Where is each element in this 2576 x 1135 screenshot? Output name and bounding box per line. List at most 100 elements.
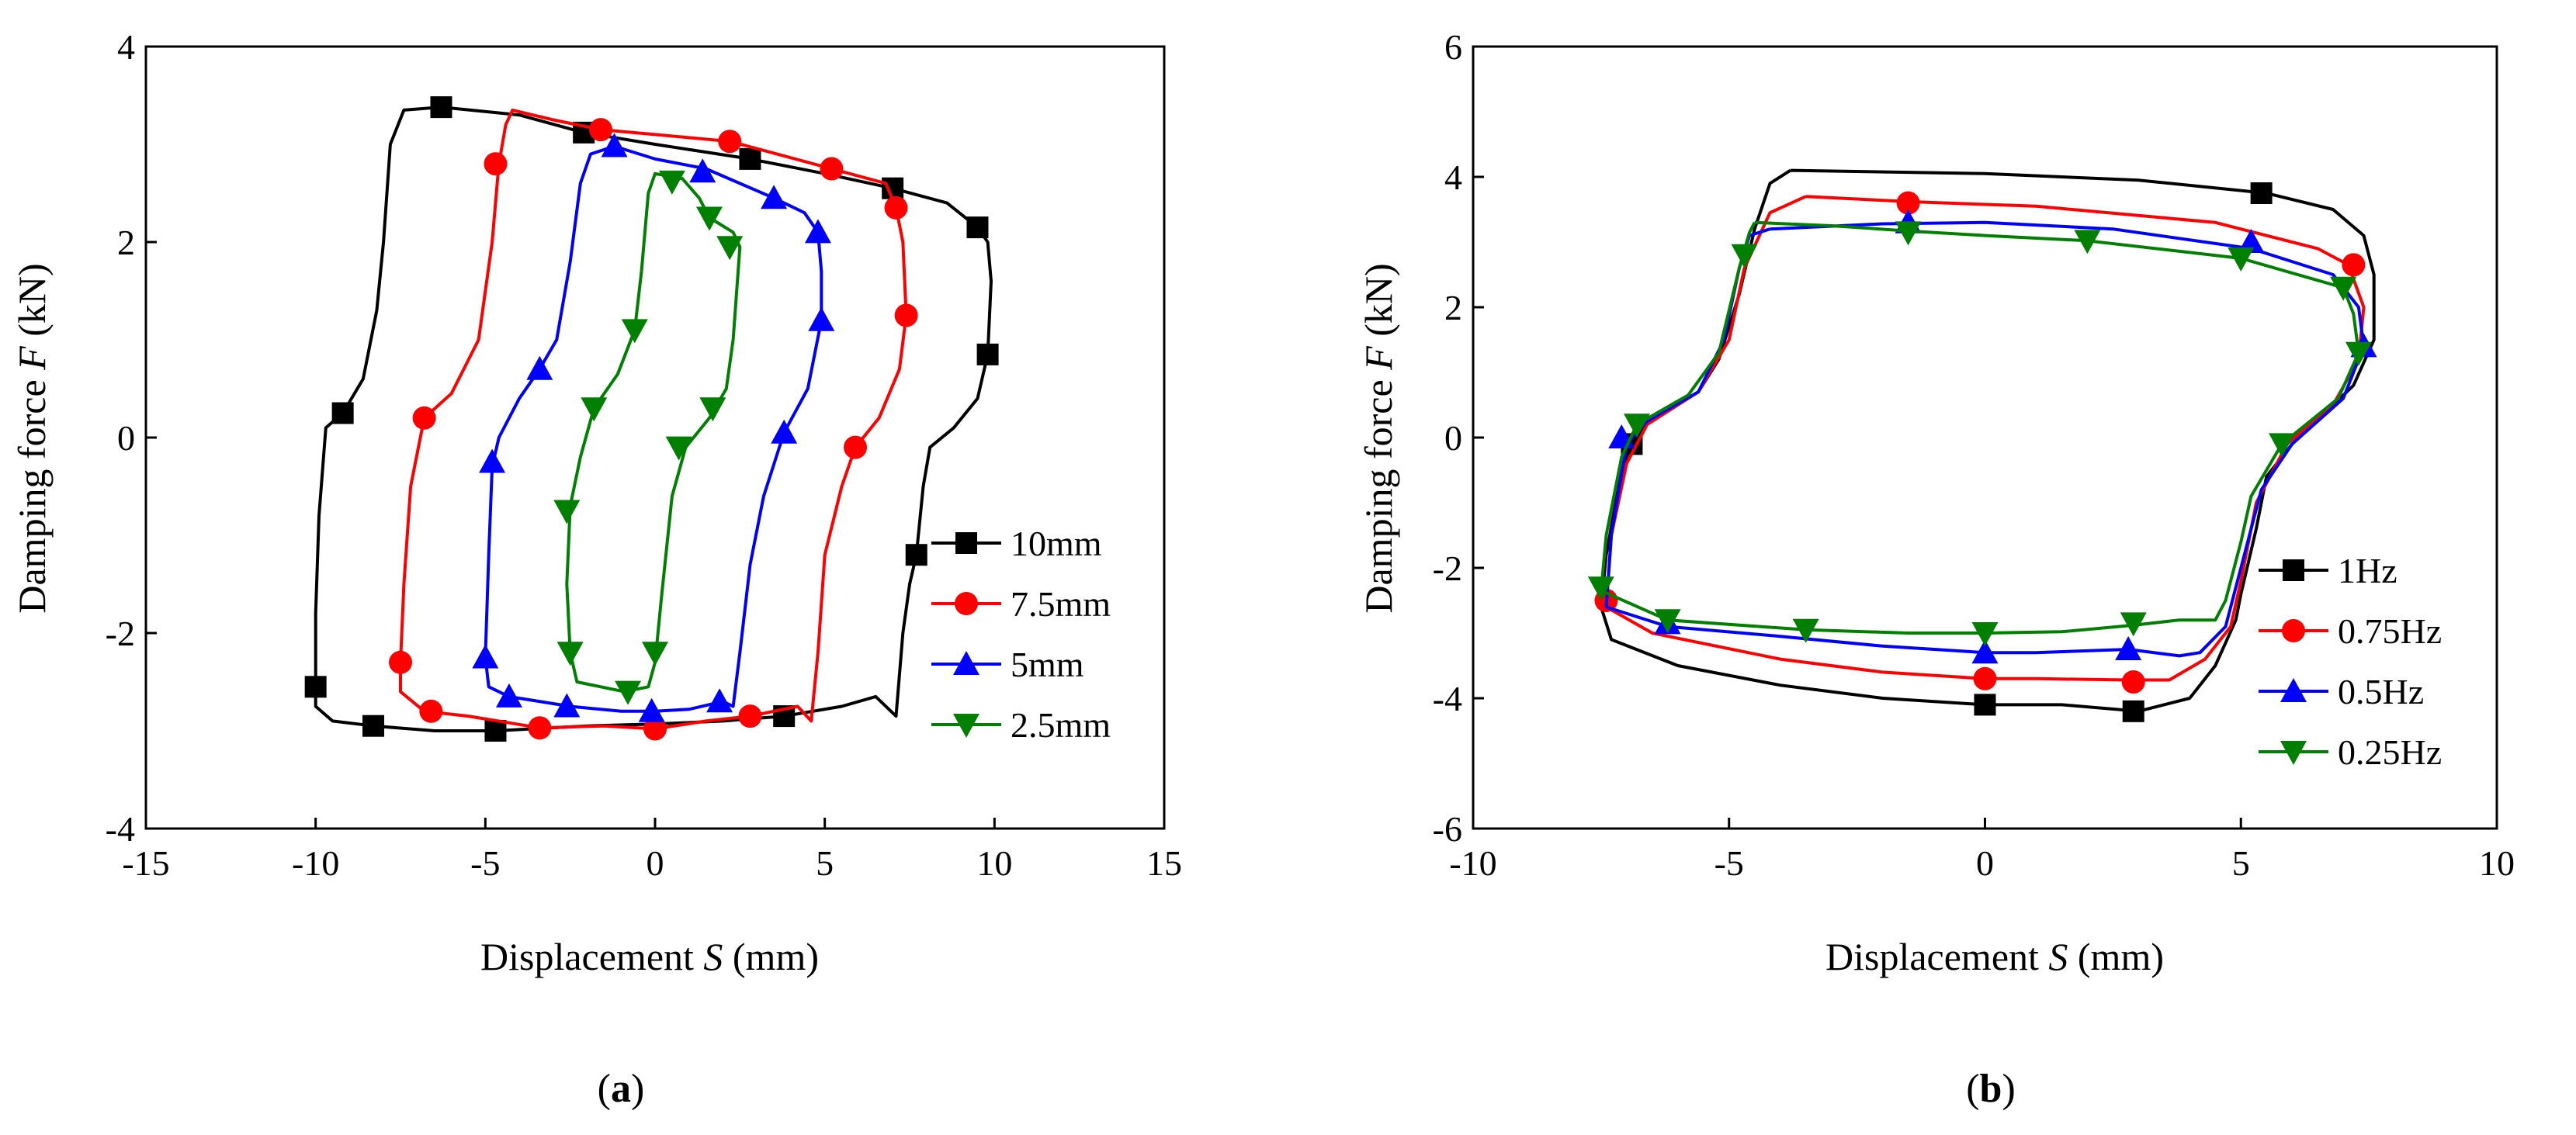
data-point-2-5mm	[581, 397, 608, 422]
series-line-2-5mm	[565, 171, 742, 694]
data-point-1hz	[2250, 182, 2273, 204]
data-point-0-25hz	[2330, 276, 2357, 301]
x-tick-label: 0	[1976, 843, 1994, 883]
data-point-10mm	[430, 96, 452, 119]
data-point-10mm	[966, 216, 989, 239]
panel-b-x-axis-title: Displacement S (mm)	[1825, 935, 2164, 978]
data-point-0-25hz	[2120, 612, 2147, 637]
series-0-25hz	[1587, 220, 2372, 646]
data-point-0-75hz	[2121, 670, 2145, 694]
data-point-5mm	[479, 448, 506, 473]
legend-label-0-25hz: 0.25Hz	[2338, 732, 2442, 772]
x-tick-label: -15	[122, 843, 169, 883]
data-point-2-5mm	[716, 236, 744, 261]
data-point-10mm	[905, 544, 927, 566]
series-line-10mm	[314, 106, 993, 732]
data-point-7-5mm	[589, 118, 613, 142]
panel-b-series	[1587, 168, 2377, 722]
data-point-10mm	[304, 676, 327, 698]
legend-marker-0-25hz	[2280, 741, 2307, 765]
y-tick-label: -6	[1433, 809, 1462, 849]
data-point-7-5mm	[844, 435, 868, 459]
panel-a-chart: -15 -10 -5 0 5 10 15 -4 -2 0 2 4 Displacement S (mm…	[10, 27, 1182, 1111]
data-point-5mm	[638, 697, 665, 722]
data-point-10mm	[739, 147, 761, 170]
panel-b-legend: 1Hz 0.75Hz 0.5Hz 0.25Hz	[2259, 551, 2442, 772]
x-tick-label: -10	[1449, 843, 1496, 883]
panel-a-series	[304, 96, 999, 742]
data-point-10mm	[362, 715, 385, 737]
data-point-0-25hz	[1624, 414, 1651, 438]
data-point-2-5mm	[553, 500, 581, 524]
data-point-5mm	[771, 419, 798, 444]
panel-b-ticks: -10 -5 0 5 10 -6 -4 -2 0 2 4 6	[1433, 27, 2515, 883]
data-point-0-25hz	[2345, 341, 2372, 366]
data-point-2-5mm	[658, 170, 685, 195]
data-point-7-5mm	[718, 130, 742, 154]
y-tick-label: 4	[117, 27, 135, 67]
data-point-7-5mm	[884, 196, 908, 220]
legend-marker-2-5mm	[953, 714, 979, 738]
data-point-5mm	[689, 158, 716, 183]
data-point-7-5mm	[894, 303, 918, 327]
series-7-5mm	[389, 108, 918, 741]
x-tick-label: 10	[2479, 843, 2515, 883]
legend-label-10mm: 10mm	[1011, 524, 1102, 563]
data-point-0-25hz	[1731, 244, 1758, 268]
data-point-7-5mm	[484, 152, 508, 176]
data-point-10mm	[976, 343, 999, 365]
x-tick-label: -5	[470, 843, 500, 883]
panel-b-y-axis-title: Damping force F (kN)	[1357, 263, 1400, 613]
y-tick-label: 2	[1444, 288, 1462, 327]
data-point-0-75hz	[2342, 253, 2366, 277]
data-point-0-25hz	[1895, 221, 1922, 246]
data-point-5mm	[761, 185, 788, 209]
data-point-0-5hz	[1971, 639, 1999, 664]
legend-label-0-75hz: 0.75Hz	[2338, 611, 2442, 651]
panel-a-x-axis-title: Displacement S (mm)	[480, 935, 819, 978]
legend-label-2-5mm: 2.5mm	[1011, 705, 1111, 745]
data-point-0-25hz	[1971, 622, 1999, 646]
x-tick-label: 0	[647, 843, 664, 883]
y-tick-label: 6	[1444, 27, 1462, 67]
series-line-0-5hz	[1604, 220, 2366, 658]
panel-a-label: (a)	[598, 1067, 645, 1111]
data-point-2-5mm	[642, 642, 668, 666]
data-point-7-5mm	[643, 717, 667, 741]
data-point-7-5mm	[528, 716, 552, 740]
legend-label-5mm: 5mm	[1011, 645, 1084, 684]
data-point-0-25hz	[2228, 247, 2255, 272]
data-point-10mm	[331, 402, 354, 424]
y-tick-label: -4	[1433, 679, 1462, 718]
legend-marker-10mm	[955, 532, 977, 554]
x-tick-label: 10	[976, 843, 1012, 883]
data-point-7-5mm	[738, 704, 762, 728]
data-point-0-25hz	[1587, 576, 1614, 601]
data-point-2-5mm	[621, 319, 648, 344]
data-point-10mm	[484, 720, 507, 742]
legend-label-0-5hz: 0.5Hz	[2338, 672, 2424, 711]
series-0-5hz	[1604, 209, 2377, 664]
series-2-5mm	[553, 170, 744, 705]
y-tick-label: 4	[1444, 157, 1462, 197]
data-point-7-5mm	[820, 157, 844, 181]
legend-marker-0-75hz	[2282, 619, 2305, 642]
data-point-0-25hz	[1792, 618, 1819, 643]
data-point-2-5mm	[699, 397, 726, 422]
legend-marker-5mm	[953, 651, 979, 675]
data-point-7-5mm	[389, 650, 412, 674]
data-point-0-25hz	[1654, 609, 1681, 634]
x-tick-label: -10	[292, 843, 339, 883]
data-point-2-5mm	[615, 680, 642, 705]
data-point-0-75hz	[1896, 191, 1920, 215]
legend-marker-0-5hz	[2280, 678, 2307, 702]
y-tick-label: 2	[117, 223, 135, 262]
y-tick-label: 0	[117, 418, 135, 458]
series-0-75hz	[1594, 191, 2366, 694]
y-tick-label: -4	[106, 809, 135, 849]
data-point-0-25hz	[2074, 230, 2101, 254]
legend-label-7-5mm: 7.5mm	[1011, 584, 1111, 624]
data-point-7-5mm	[412, 406, 436, 430]
